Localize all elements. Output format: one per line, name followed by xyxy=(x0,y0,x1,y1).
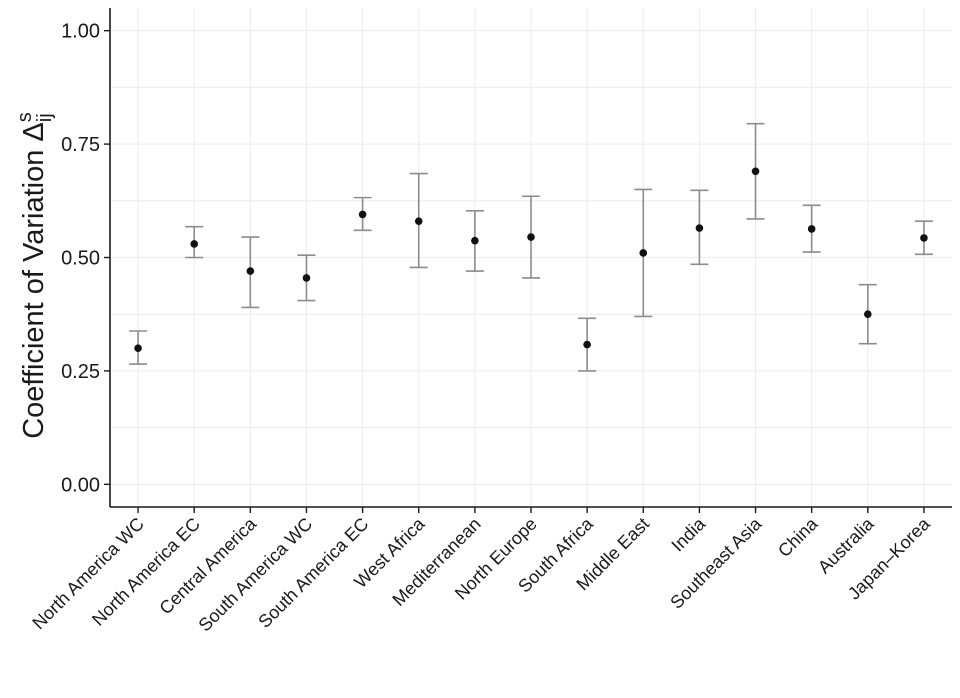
x-tick-label: India xyxy=(667,513,709,555)
data-point xyxy=(414,217,423,226)
data-point xyxy=(302,274,311,282)
y-axis-title-main: Coefficient of Variation xyxy=(18,142,50,439)
y-tick-label: 0.00 xyxy=(61,474,100,496)
y-axis-title-symbol: Δ xyxy=(18,122,50,141)
y-tick-label: 0.50 xyxy=(61,248,100,270)
y-ticks: 0.00 0.25 0.50 0.75 1.00 xyxy=(61,21,110,496)
y-axis-title-superscript: s xyxy=(14,112,36,122)
x-tick-label: Central America xyxy=(155,513,260,618)
data-points xyxy=(134,167,928,353)
y-tick-label: 1.00 xyxy=(61,21,100,43)
data-point xyxy=(751,167,760,176)
data-point xyxy=(190,240,198,248)
data-point xyxy=(920,234,928,242)
y-tick-label: 0.75 xyxy=(61,134,100,156)
data-point xyxy=(639,249,648,257)
data-point xyxy=(527,233,535,241)
data-point xyxy=(864,310,872,319)
data-point xyxy=(471,236,479,245)
y-axis-title: Coefficient of Variation Δsij xyxy=(14,112,56,439)
data-point xyxy=(807,225,816,233)
data-point xyxy=(134,344,142,353)
data-point xyxy=(583,340,591,349)
y-tick-label: 0.25 xyxy=(61,361,100,383)
x-tick-label: China xyxy=(774,513,822,561)
data-point xyxy=(246,267,255,275)
data-point xyxy=(358,210,367,219)
y-axis-title-subscript: ij xyxy=(34,113,56,122)
data-point xyxy=(695,224,704,232)
